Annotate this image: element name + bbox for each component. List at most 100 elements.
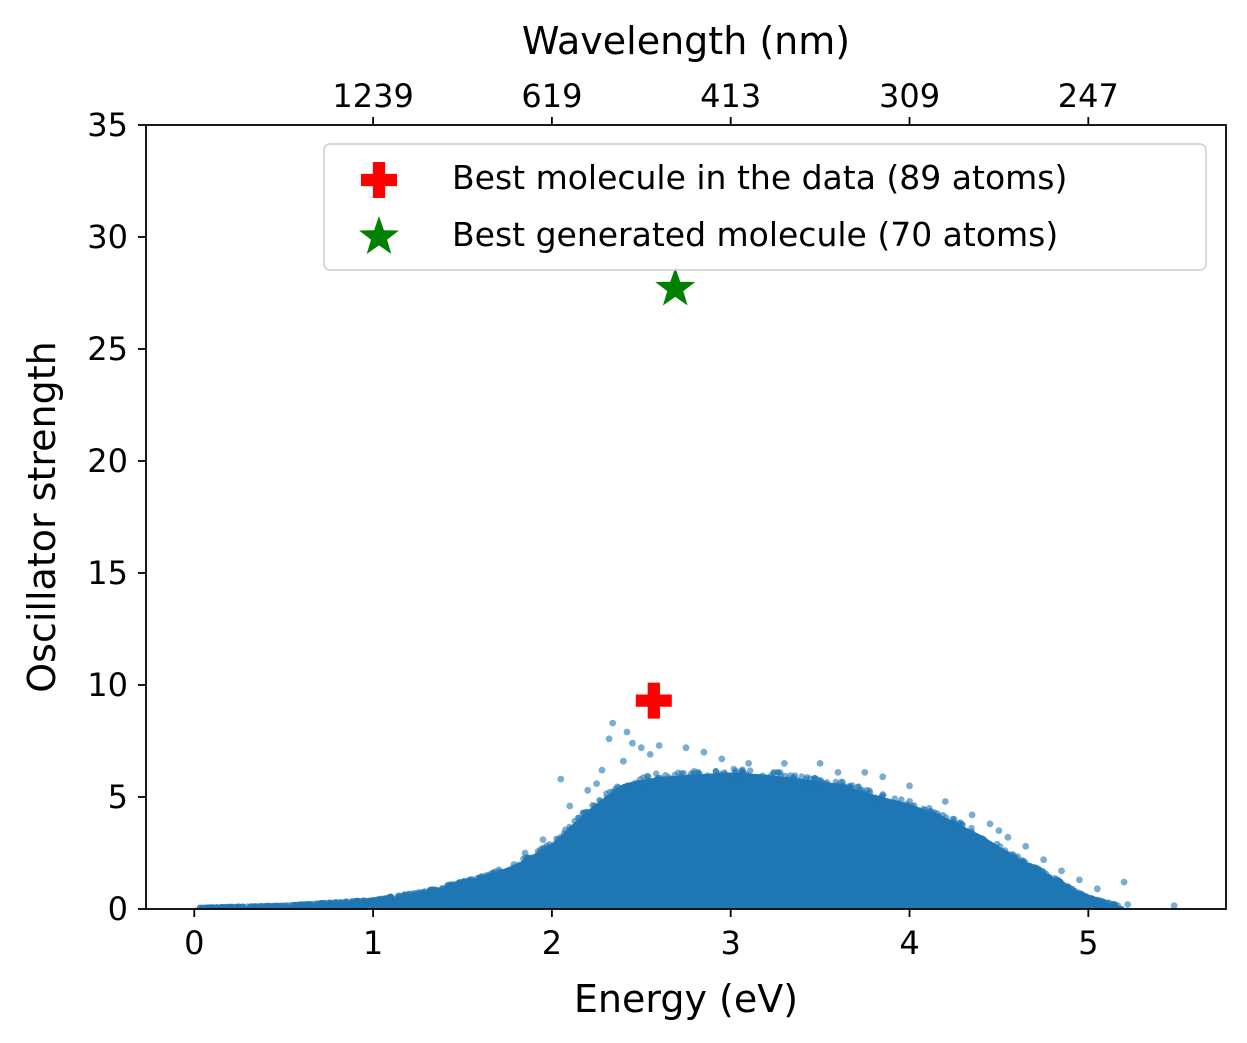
y-tick-label: 0 <box>108 890 128 928</box>
y-tick-label: 15 <box>87 554 128 592</box>
scatter-point <box>430 886 438 893</box>
scatter-point <box>718 755 726 763</box>
scatter-point <box>677 774 684 781</box>
scatter-point <box>811 775 819 782</box>
scatter-point <box>868 794 875 801</box>
scatter-point <box>895 803 902 810</box>
scatter-point <box>637 744 645 752</box>
scatter-point <box>774 778 781 785</box>
scatter-point <box>962 827 970 835</box>
scatter-point <box>714 781 721 788</box>
scatter-point <box>557 775 565 783</box>
scatter-point <box>212 904 220 909</box>
scatter-point <box>503 868 510 876</box>
scatter-point <box>854 783 861 791</box>
scatter-point <box>485 872 493 879</box>
scatter-point <box>566 802 574 810</box>
y-axis: 0 5 10 15 20 25 30 35 <box>87 106 146 928</box>
scatter-point <box>205 904 212 909</box>
scatter-point <box>264 902 272 909</box>
plot-frame <box>145 124 1227 910</box>
y-tick-label: 25 <box>87 330 128 368</box>
scatter-point <box>840 782 847 790</box>
scatter-point <box>609 719 617 727</box>
scatter-point <box>705 774 713 781</box>
y-tick-label: 30 <box>87 218 128 256</box>
scatter-point <box>583 808 590 816</box>
scatter-point <box>1080 892 1087 900</box>
legend-star-shape <box>359 216 399 254</box>
scatter-point <box>1059 880 1066 888</box>
legend-plus-marker <box>361 162 397 198</box>
scatter-point <box>450 883 457 890</box>
scatter-point <box>1120 878 1128 886</box>
scatter-point <box>700 748 708 756</box>
scatter-point <box>333 899 340 906</box>
scatter-point <box>1040 856 1047 864</box>
scatter-point <box>284 902 292 909</box>
scatter-point <box>850 792 858 799</box>
scatter-point <box>543 842 551 849</box>
scatter-point <box>735 775 742 783</box>
scatter-point <box>861 769 869 776</box>
scatter-point <box>849 785 856 792</box>
legend: Best molecule in the data (89 atoms) Bes… <box>323 143 1207 271</box>
scatter-point <box>401 892 409 899</box>
top-tick-label: 309 <box>879 77 940 115</box>
scatter-point <box>479 876 486 883</box>
scatter-point <box>941 798 949 805</box>
scatter-point <box>239 903 247 909</box>
scatter-point <box>712 771 720 779</box>
scatter-point <box>995 827 1003 834</box>
y-tick-label: 5 <box>108 778 128 816</box>
scatter-point <box>870 802 878 810</box>
scatter-point <box>198 904 206 909</box>
scatter-point <box>885 800 893 807</box>
scatter-point <box>694 769 701 776</box>
scatter-point <box>414 889 421 897</box>
scatter-point <box>823 780 830 788</box>
scatter-point <box>682 744 690 752</box>
scatter-point <box>925 815 933 823</box>
scatter-point <box>305 900 312 908</box>
scatter-point <box>468 876 476 883</box>
scatter-point <box>250 903 258 909</box>
scatter-point <box>620 757 627 765</box>
scatter-point <box>737 783 744 790</box>
scatter-point <box>637 776 644 783</box>
scatter-point <box>804 774 811 781</box>
scatter-point <box>1089 895 1096 903</box>
scatter-point <box>957 819 964 826</box>
scatter-point <box>1043 873 1050 880</box>
scatter-point <box>623 728 631 736</box>
scatter-point <box>614 783 621 790</box>
scatter-point <box>780 760 788 767</box>
scatter-point <box>1076 876 1083 884</box>
scatter-point <box>537 846 544 853</box>
scatter-point <box>317 900 324 907</box>
scatter-point <box>1025 862 1032 869</box>
scatter-point <box>817 777 824 785</box>
scatter-point <box>900 809 907 816</box>
top-wavelength-axis: 1239 619 413 309 247 <box>332 77 1119 125</box>
x-tick-label: 2 <box>542 924 562 962</box>
legend-label-generated-molecule: Best generated molecule (70 atoms) <box>452 215 1058 254</box>
legend-label-data-molecule: Best molecule in the data (89 atoms) <box>452 158 1067 197</box>
scatter-point <box>749 777 757 785</box>
scatter-point <box>835 792 843 799</box>
scatter-point <box>348 897 356 905</box>
x-tick-label: 1 <box>363 924 383 962</box>
legend-star-marker <box>359 216 399 254</box>
scatter-point <box>834 786 841 794</box>
scatter-point <box>553 835 560 842</box>
scatter-point <box>272 902 279 909</box>
scatter-point <box>793 782 800 789</box>
scatter-point <box>607 797 614 804</box>
best-generated-molecule-marker <box>655 267 696 306</box>
scatter-point <box>911 802 918 809</box>
scatter-point <box>566 826 573 833</box>
scatter-point <box>597 798 604 805</box>
scatter-point <box>783 786 791 794</box>
scatter-point <box>630 780 638 787</box>
scatter-point <box>791 772 799 779</box>
